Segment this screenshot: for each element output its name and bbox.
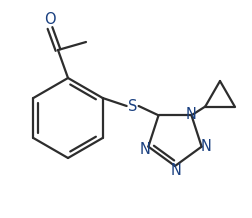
- Text: N: N: [186, 107, 197, 122]
- Text: N: N: [200, 139, 211, 154]
- Text: N: N: [140, 142, 151, 157]
- Text: N: N: [171, 162, 181, 177]
- Text: S: S: [128, 99, 137, 114]
- Text: O: O: [44, 12, 56, 27]
